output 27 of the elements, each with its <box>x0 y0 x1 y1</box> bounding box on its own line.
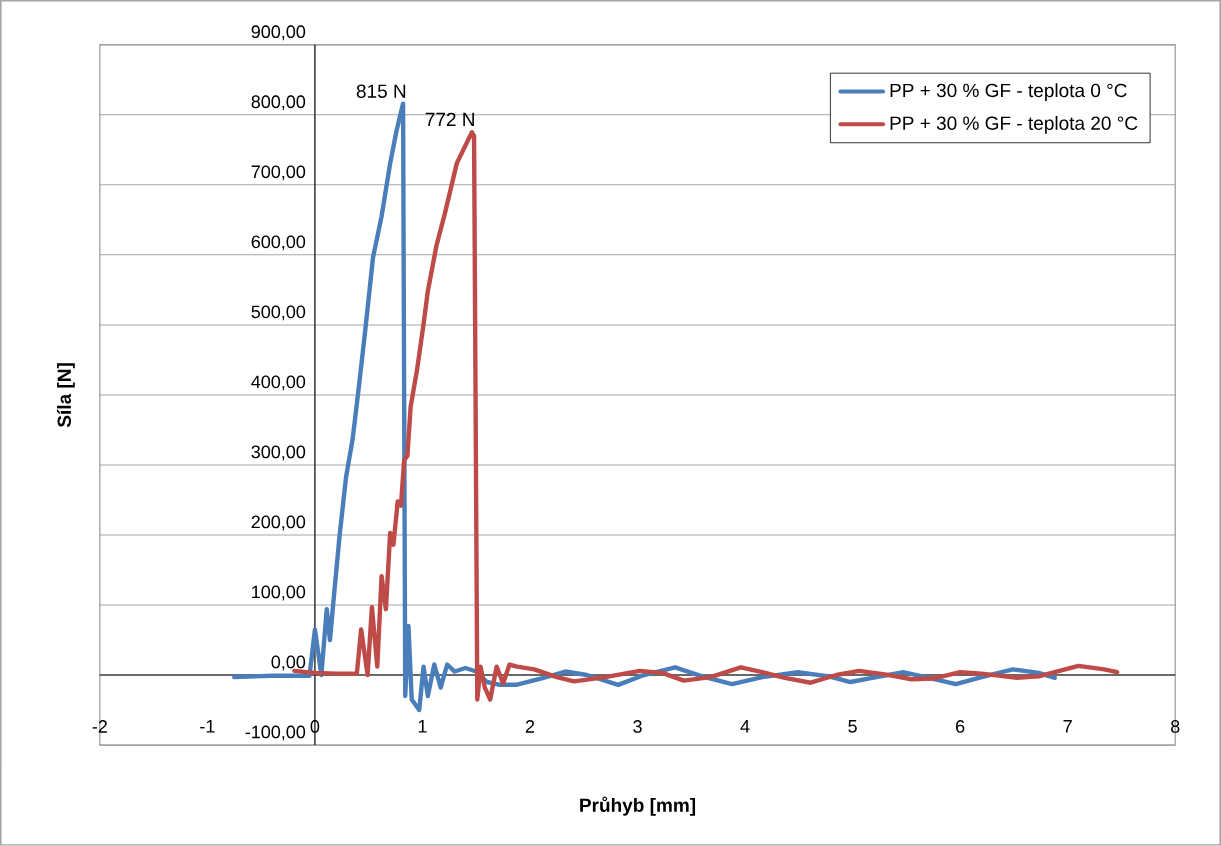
x-tick-label: 3 <box>633 720 642 733</box>
y-tick-label: 700,00 <box>251 165 306 181</box>
x-tick-label: -2 <box>92 720 107 733</box>
y-tick-label: -100,00 <box>245 725 306 741</box>
x-tick-label: 5 <box>848 720 857 733</box>
legend-label: PP + 30 % GF - teplota 20 °C <box>890 116 1138 134</box>
y-tick-label: 500,00 <box>251 305 306 321</box>
legend-label: PP + 30 % GF - teplota 0 °C <box>890 83 1127 101</box>
annotation: 772 N <box>425 112 474 126</box>
x-tick-label: 6 <box>956 720 965 733</box>
y-tick-label: 400,00 <box>251 375 306 391</box>
y-tick-label: 200,00 <box>251 515 306 531</box>
y-tick-label: 600,00 <box>251 235 306 251</box>
y-tick-label: 900,00 <box>251 25 306 41</box>
x-axis-title: Průhyb [mm] <box>580 796 696 816</box>
y-tick-label: 800,00 <box>251 95 306 111</box>
y-tick-label: 300,00 <box>251 445 306 461</box>
annotation: 815 N <box>356 84 406 98</box>
y-tick-label: 100,00 <box>252 585 306 601</box>
x-tick-label: 7 <box>1063 720 1072 733</box>
x-tick-label: 1 <box>418 720 427 733</box>
x-tick-label: 4 <box>740 720 750 733</box>
x-tick-label: 8 <box>1170 720 1180 733</box>
x-tick-label: -1 <box>200 720 215 733</box>
y-axis-title: Síla [N] <box>56 363 75 428</box>
x-tick-label: 2 <box>525 720 535 733</box>
y-tick-label: 0,00 <box>271 655 306 671</box>
